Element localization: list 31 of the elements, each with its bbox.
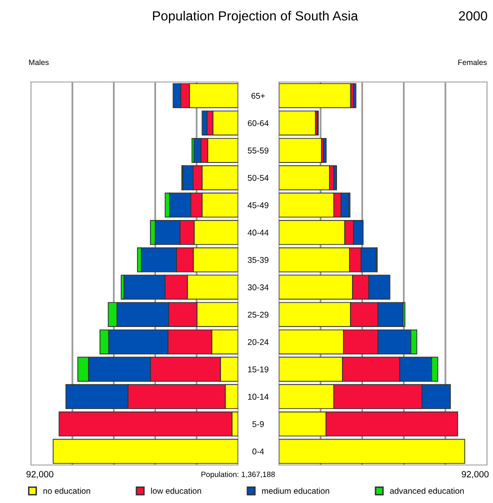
bar — [279, 110, 316, 136]
legend-label: advanced education — [390, 488, 464, 494]
y-tick-label: 10-14 — [248, 394, 269, 400]
y-tick-label: 50-54 — [248, 174, 269, 181]
bar — [353, 83, 356, 108]
y-tick-label: 25-29 — [248, 312, 268, 318]
y-tick-label: 30-34 — [248, 284, 269, 290]
y-tick-label: 5-9 — [252, 421, 264, 428]
legend-label: no education — [43, 488, 90, 494]
y-tick-label: 65+ — [251, 92, 265, 99]
y-tick-label: 35-39 — [248, 257, 268, 263]
chart-title: Population Projection of South Asia — [153, 10, 358, 24]
bar — [279, 83, 352, 108]
y-tick-label: 15-19 — [248, 366, 268, 372]
bar — [279, 438, 466, 464]
bar — [279, 165, 330, 190]
text: 92,000 — [26, 471, 54, 478]
bar — [333, 165, 337, 190]
y-tick-label: 40-44 — [248, 230, 269, 236]
y-tick-label: 45-49 — [248, 202, 268, 208]
bar — [52, 438, 238, 464]
legend-label: medium education — [262, 488, 330, 494]
y-tick-label: 55-59 — [248, 148, 268, 154]
text: 92,000 — [462, 471, 489, 478]
chart-subtitle: 2000 — [458, 11, 488, 21]
y-tick-label: 0-4 — [252, 448, 264, 454]
y-tick-label: 20-24 — [248, 339, 269, 345]
y-tick-label: 60-64 — [248, 120, 269, 126]
bar — [279, 138, 322, 163]
bar — [322, 138, 327, 163]
legend-label: low education — [151, 488, 202, 494]
